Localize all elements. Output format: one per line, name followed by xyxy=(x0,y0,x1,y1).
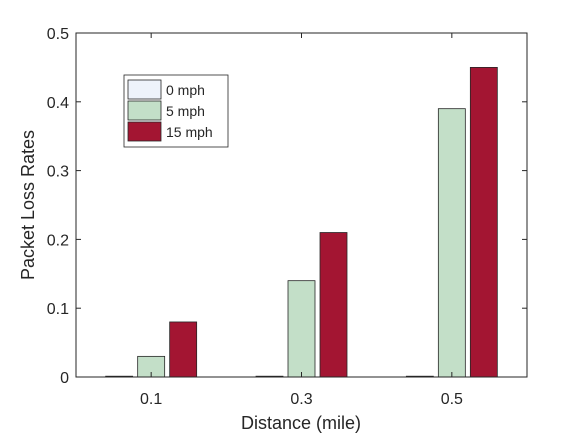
bar xyxy=(287,280,316,378)
y-tick-label: 0.3 xyxy=(47,164,69,181)
y-tick-label: 0.5 xyxy=(47,26,69,43)
legend-swatch xyxy=(127,100,162,121)
bar xyxy=(437,108,466,378)
x-tick-label: 0.5 xyxy=(441,391,463,408)
y-tick-label: 0.4 xyxy=(47,95,69,112)
x-tick-label: 0.3 xyxy=(290,391,312,408)
y-axis-label: Packet Loss Rates xyxy=(18,130,38,280)
x-axis-label: Distance (mile) xyxy=(241,413,361,433)
bar-group xyxy=(105,67,498,378)
y-tick-label: 0 xyxy=(60,370,69,387)
legend-label: 5 mph xyxy=(166,103,205,119)
x-tick-label: 0.1 xyxy=(140,391,162,408)
bar xyxy=(469,67,498,378)
legend: 0 mph 5 mph 15 mph xyxy=(123,74,229,148)
legend-swatch xyxy=(127,79,162,100)
bar xyxy=(319,232,348,378)
y-axis: 0 0.1 0.2 0.3 0.4 0.5 xyxy=(47,26,527,387)
legend-label: 0 mph xyxy=(166,82,205,98)
legend-swatch xyxy=(127,121,162,142)
x-axis: 0.1 0.3 0.5 xyxy=(140,33,463,408)
bar xyxy=(169,321,198,378)
y-tick-label: 0.2 xyxy=(47,232,69,249)
y-tick-label: 0.1 xyxy=(47,301,69,318)
legend-label: 15 mph xyxy=(166,124,213,140)
